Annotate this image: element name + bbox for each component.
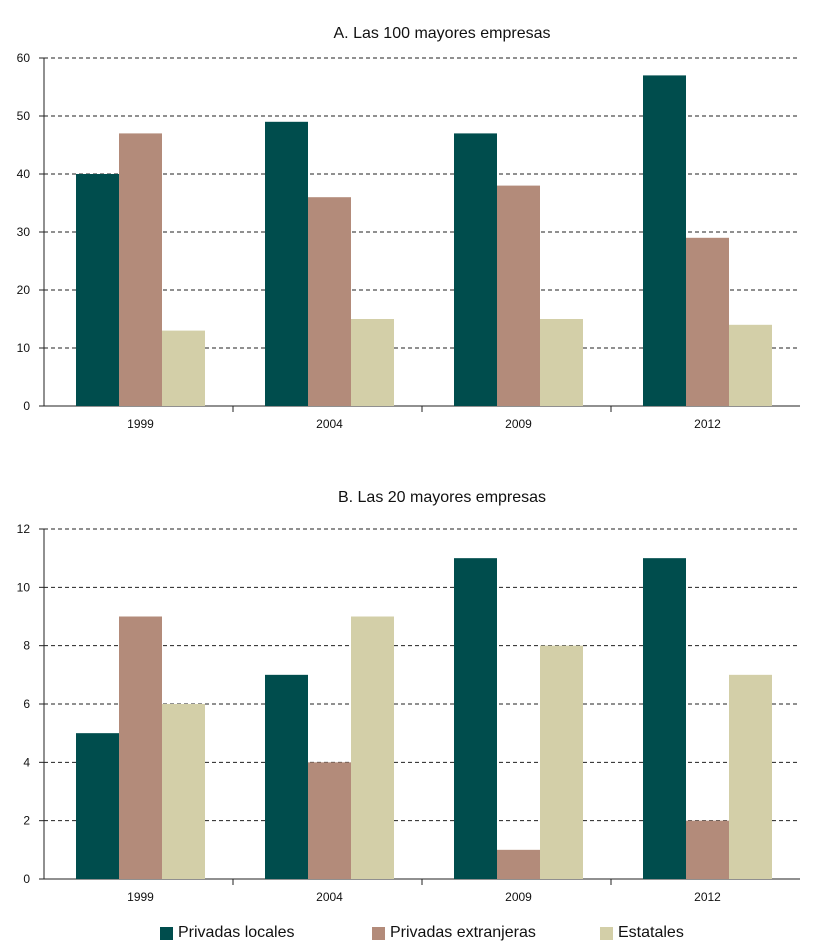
bar-2009-privadas-extranjeras: [497, 185, 540, 406]
bar-2012-estatales: [729, 674, 772, 879]
y-tick-label: 10: [17, 580, 31, 594]
bar-2004-privadas-extranjeras: [308, 197, 351, 406]
bar-1999-estatales: [162, 704, 205, 879]
legend-item-privadas-extranjeras: Privadas extranjeras: [372, 924, 536, 942]
bar-2004-estatales: [351, 616, 394, 879]
bar-2004-privadas-extranjeras: [308, 762, 351, 879]
y-tick-label: 10: [17, 341, 31, 355]
x-tick-label: 2004: [316, 417, 343, 431]
legend-label-estatales: Estatales: [618, 924, 684, 941]
bar-1999-privadas-locales: [76, 174, 119, 406]
y-tick-label: 4: [23, 755, 30, 769]
chart-title: B. Las 20 mayores empresas: [338, 489, 546, 506]
y-tick-label: 12: [17, 522, 31, 536]
y-tick-label: 40: [17, 167, 31, 181]
bar-2004-estatales: [351, 319, 394, 406]
legend-swatch-estatales: [600, 926, 613, 940]
bar-2009-estatales: [540, 645, 583, 879]
bar-2012-privadas-locales: [643, 75, 686, 407]
bar-2012-estatales: [729, 324, 772, 406]
legend-swatch-privadas-extranjeras: [372, 926, 385, 940]
bar-2009-privadas-locales: [454, 558, 497, 879]
bar-2012-privadas-extranjeras: [686, 820, 729, 879]
bar-1999-estatales: [162, 330, 205, 406]
x-tick-label: 2009: [505, 890, 532, 904]
legend-swatch-privadas-locales: [160, 926, 173, 940]
y-tick-label: 2: [23, 814, 30, 828]
x-tick-label: 2004: [316, 890, 343, 904]
x-tick-label: 2012: [694, 417, 721, 431]
bar-2012-privadas-extranjeras: [686, 237, 729, 406]
chart-panel-a: A. Las 100 mayores empresas 0 10 20 30 40 50 60…: [17, 25, 800, 431]
x-tick-label: 1999: [127, 417, 154, 431]
bar-1999-privadas-locales: [76, 733, 119, 879]
x-tick-label: 2009: [505, 417, 532, 431]
y-tick-label: 60: [17, 51, 31, 65]
legend-item-estatales: Estatales: [600, 924, 684, 942]
y-tick-label: 0: [23, 872, 30, 886]
y-tick-label: 6: [23, 697, 30, 711]
chart-canvas: A. Las 100 mayores empresas0102030405060…: [17, 25, 800, 904]
chart-panel-b: B. Las 20 mayores empresas 0 2 4 6 8 10 12 1999 2…: [17, 489, 800, 904]
y-tick-label: 50: [17, 109, 31, 123]
bar-2009-estatales: [540, 319, 583, 406]
x-tick-label: 2012: [694, 890, 721, 904]
bar-2012-privadas-locales: [643, 558, 686, 879]
y-tick-label: 0: [23, 399, 30, 413]
bar-2009-privadas-extranjeras: [497, 849, 540, 879]
y-tick-label: 8: [23, 639, 30, 653]
legend-label-privadas-extranjeras: Privadas extranjeras: [390, 924, 536, 941]
bar-2004-privadas-locales: [265, 674, 308, 879]
legend-label-privadas-locales: Privadas locales: [178, 924, 295, 941]
y-tick-label: 30: [17, 225, 31, 239]
chart-legend: Privadas locales Privadas extranjeras Es…: [0, 924, 814, 946]
chart-title: A. Las 100 mayores empresas: [334, 25, 551, 42]
bar-1999-privadas-extranjeras: [119, 133, 162, 406]
x-tick-label: 1999: [127, 890, 154, 904]
bar-2009-privadas-locales: [454, 133, 497, 406]
bar-2004-privadas-locales: [265, 121, 308, 407]
legend-item-privadas-locales: Privadas locales: [160, 924, 295, 942]
bar-1999-privadas-extranjeras: [119, 616, 162, 879]
y-tick-label: 20: [17, 283, 31, 297]
